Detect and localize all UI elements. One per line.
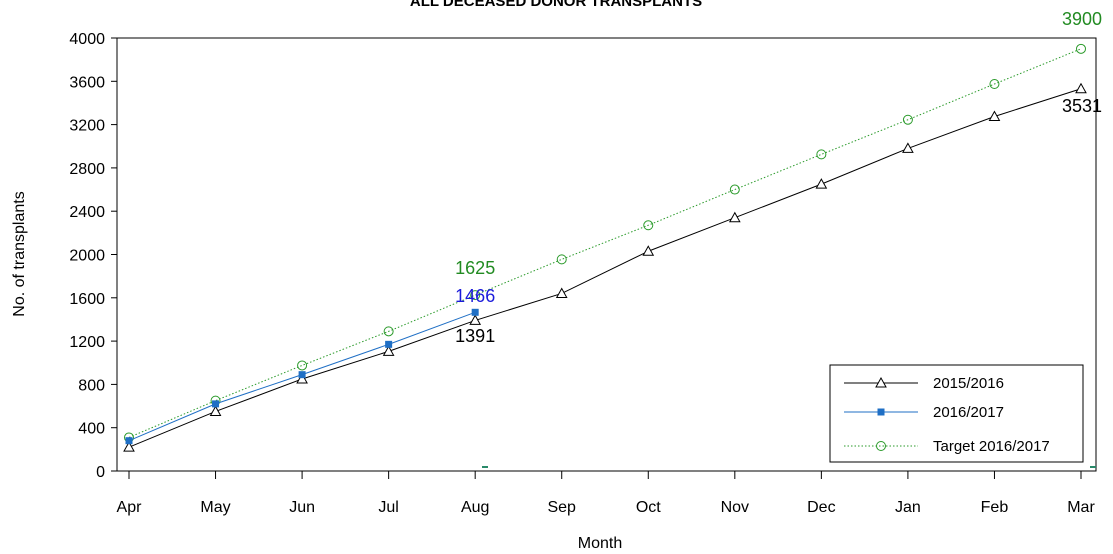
x-tick-label: Feb (981, 499, 1009, 516)
data-point (471, 308, 479, 316)
data-point (383, 326, 394, 337)
series-line (128, 48, 1082, 438)
data-point (729, 184, 740, 195)
data-point (382, 345, 395, 356)
x-tick-label: Apr (117, 499, 143, 516)
y-axis: 0 400 800 1200 1600 2000 2400 2800 3200 3600 4000 (69, 31, 117, 481)
data-point (642, 245, 655, 256)
y-tick-label: 2400 (69, 204, 105, 221)
chart-title: ALL DECEASED DONOR TRANSPLANTS (410, 0, 702, 10)
data-point (816, 149, 827, 160)
y-axis-title: No. of transplants (11, 191, 28, 316)
data-point (385, 340, 393, 348)
legend-label: 2015/2016 (933, 375, 1004, 392)
y-tick-label: 3600 (69, 74, 105, 91)
y-tick-label: 2000 (69, 248, 105, 265)
data-label: 1625 (455, 258, 495, 278)
data-label: 1466 (455, 286, 495, 306)
data-point (815, 178, 828, 189)
legend-label: 2016/2017 (933, 404, 1004, 421)
x-axis: Apr May Jun Jul Aug Sep Oct Nov Dec Jan Feb Mar (117, 471, 1095, 516)
data-point (125, 437, 133, 445)
x-tick-label: Jul (378, 499, 398, 516)
x-tick-label: Mar (1067, 499, 1095, 516)
y-tick-label: 0 (96, 464, 105, 481)
data-point (298, 371, 306, 379)
y-tick-label: 1200 (69, 334, 105, 351)
legend-label: Target 2016/2017 (933, 438, 1050, 455)
legend-marker (876, 441, 886, 451)
data-point (470, 290, 481, 301)
data-point (296, 372, 308, 384)
data-point (209, 405, 222, 416)
data-point (902, 142, 914, 153)
data-point (728, 211, 741, 223)
data-point (297, 360, 308, 371)
legend-marker (877, 408, 885, 416)
x-tick-label: Nov (721, 499, 749, 516)
x-tick-label: Jun (289, 499, 315, 516)
data-point (988, 110, 1001, 121)
data-point (1075, 82, 1087, 94)
x-tick-label: Aug (461, 499, 489, 516)
data-point (123, 441, 135, 452)
data-point (643, 220, 654, 231)
series-2015-2016 (123, 82, 1087, 452)
data-point (989, 79, 1000, 90)
legend-marker (875, 376, 887, 388)
series-2016-2017 (125, 308, 479, 445)
y-tick-label: 4000 (69, 31, 105, 48)
x-tick-label: Oct (636, 499, 661, 516)
legend: 2015/2016 2016/2017 Target 2016/2017 (829, 364, 1084, 463)
data-label: 1391 (455, 326, 495, 346)
data-label: 3900 (1062, 9, 1102, 29)
x-tick-label: May (200, 499, 230, 516)
x-tick-label: Jan (895, 499, 921, 516)
series-layer (123, 43, 1096, 468)
data-point (556, 254, 567, 265)
y-tick-label: 400 (78, 421, 105, 438)
axis-mark (1090, 466, 1096, 468)
x-tick-label: Dec (807, 499, 835, 516)
data-point (1076, 43, 1086, 54)
y-tick-label: 2800 (69, 161, 105, 178)
y-tick-label: 1600 (69, 291, 105, 308)
axis-mark (482, 466, 488, 468)
y-tick-label: 800 (78, 377, 105, 394)
x-axis-title: Month (578, 535, 622, 552)
data-point (212, 400, 220, 408)
series-line (128, 88, 1082, 448)
x-tick-label: Sep (547, 499, 576, 516)
y-tick-label: 3200 (69, 118, 105, 135)
data-point (555, 287, 568, 298)
data-point (902, 114, 913, 125)
data-labels: 1625 1466 1391 3900 3531 (455, 9, 1102, 346)
data-label: 3531 (1062, 96, 1102, 116)
series-target-2016-2017 (124, 43, 1086, 443)
data-point (469, 314, 482, 325)
